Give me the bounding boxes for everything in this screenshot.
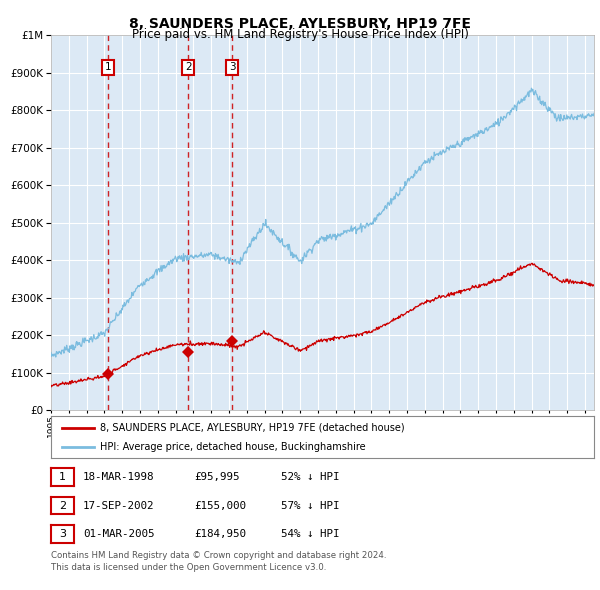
Text: 1: 1 (105, 63, 112, 72)
Text: 18-MAR-1998: 18-MAR-1998 (83, 473, 154, 482)
Text: 17-SEP-2002: 17-SEP-2002 (83, 501, 154, 510)
Text: 3: 3 (229, 63, 235, 72)
Text: 57% ↓ HPI: 57% ↓ HPI (281, 501, 340, 510)
Text: 52% ↓ HPI: 52% ↓ HPI (281, 473, 340, 482)
Text: 8, SAUNDERS PLACE, AYLESBURY, HP19 7FE: 8, SAUNDERS PLACE, AYLESBURY, HP19 7FE (129, 17, 471, 31)
Text: 01-MAR-2005: 01-MAR-2005 (83, 529, 154, 539)
Text: 3: 3 (59, 529, 66, 539)
Text: 8, SAUNDERS PLACE, AYLESBURY, HP19 7FE (detached house): 8, SAUNDERS PLACE, AYLESBURY, HP19 7FE (… (100, 423, 404, 433)
Text: £95,995: £95,995 (194, 473, 239, 482)
Text: 2: 2 (59, 501, 66, 510)
Text: 2: 2 (185, 63, 191, 72)
Text: HPI: Average price, detached house, Buckinghamshire: HPI: Average price, detached house, Buck… (100, 442, 365, 452)
Text: £155,000: £155,000 (194, 501, 246, 510)
Text: 1: 1 (59, 473, 66, 482)
Text: 54% ↓ HPI: 54% ↓ HPI (281, 529, 340, 539)
Text: Contains HM Land Registry data © Crown copyright and database right 2024.
This d: Contains HM Land Registry data © Crown c… (51, 551, 386, 572)
Text: £184,950: £184,950 (194, 529, 246, 539)
Text: Price paid vs. HM Land Registry's House Price Index (HPI): Price paid vs. HM Land Registry's House … (131, 28, 469, 41)
